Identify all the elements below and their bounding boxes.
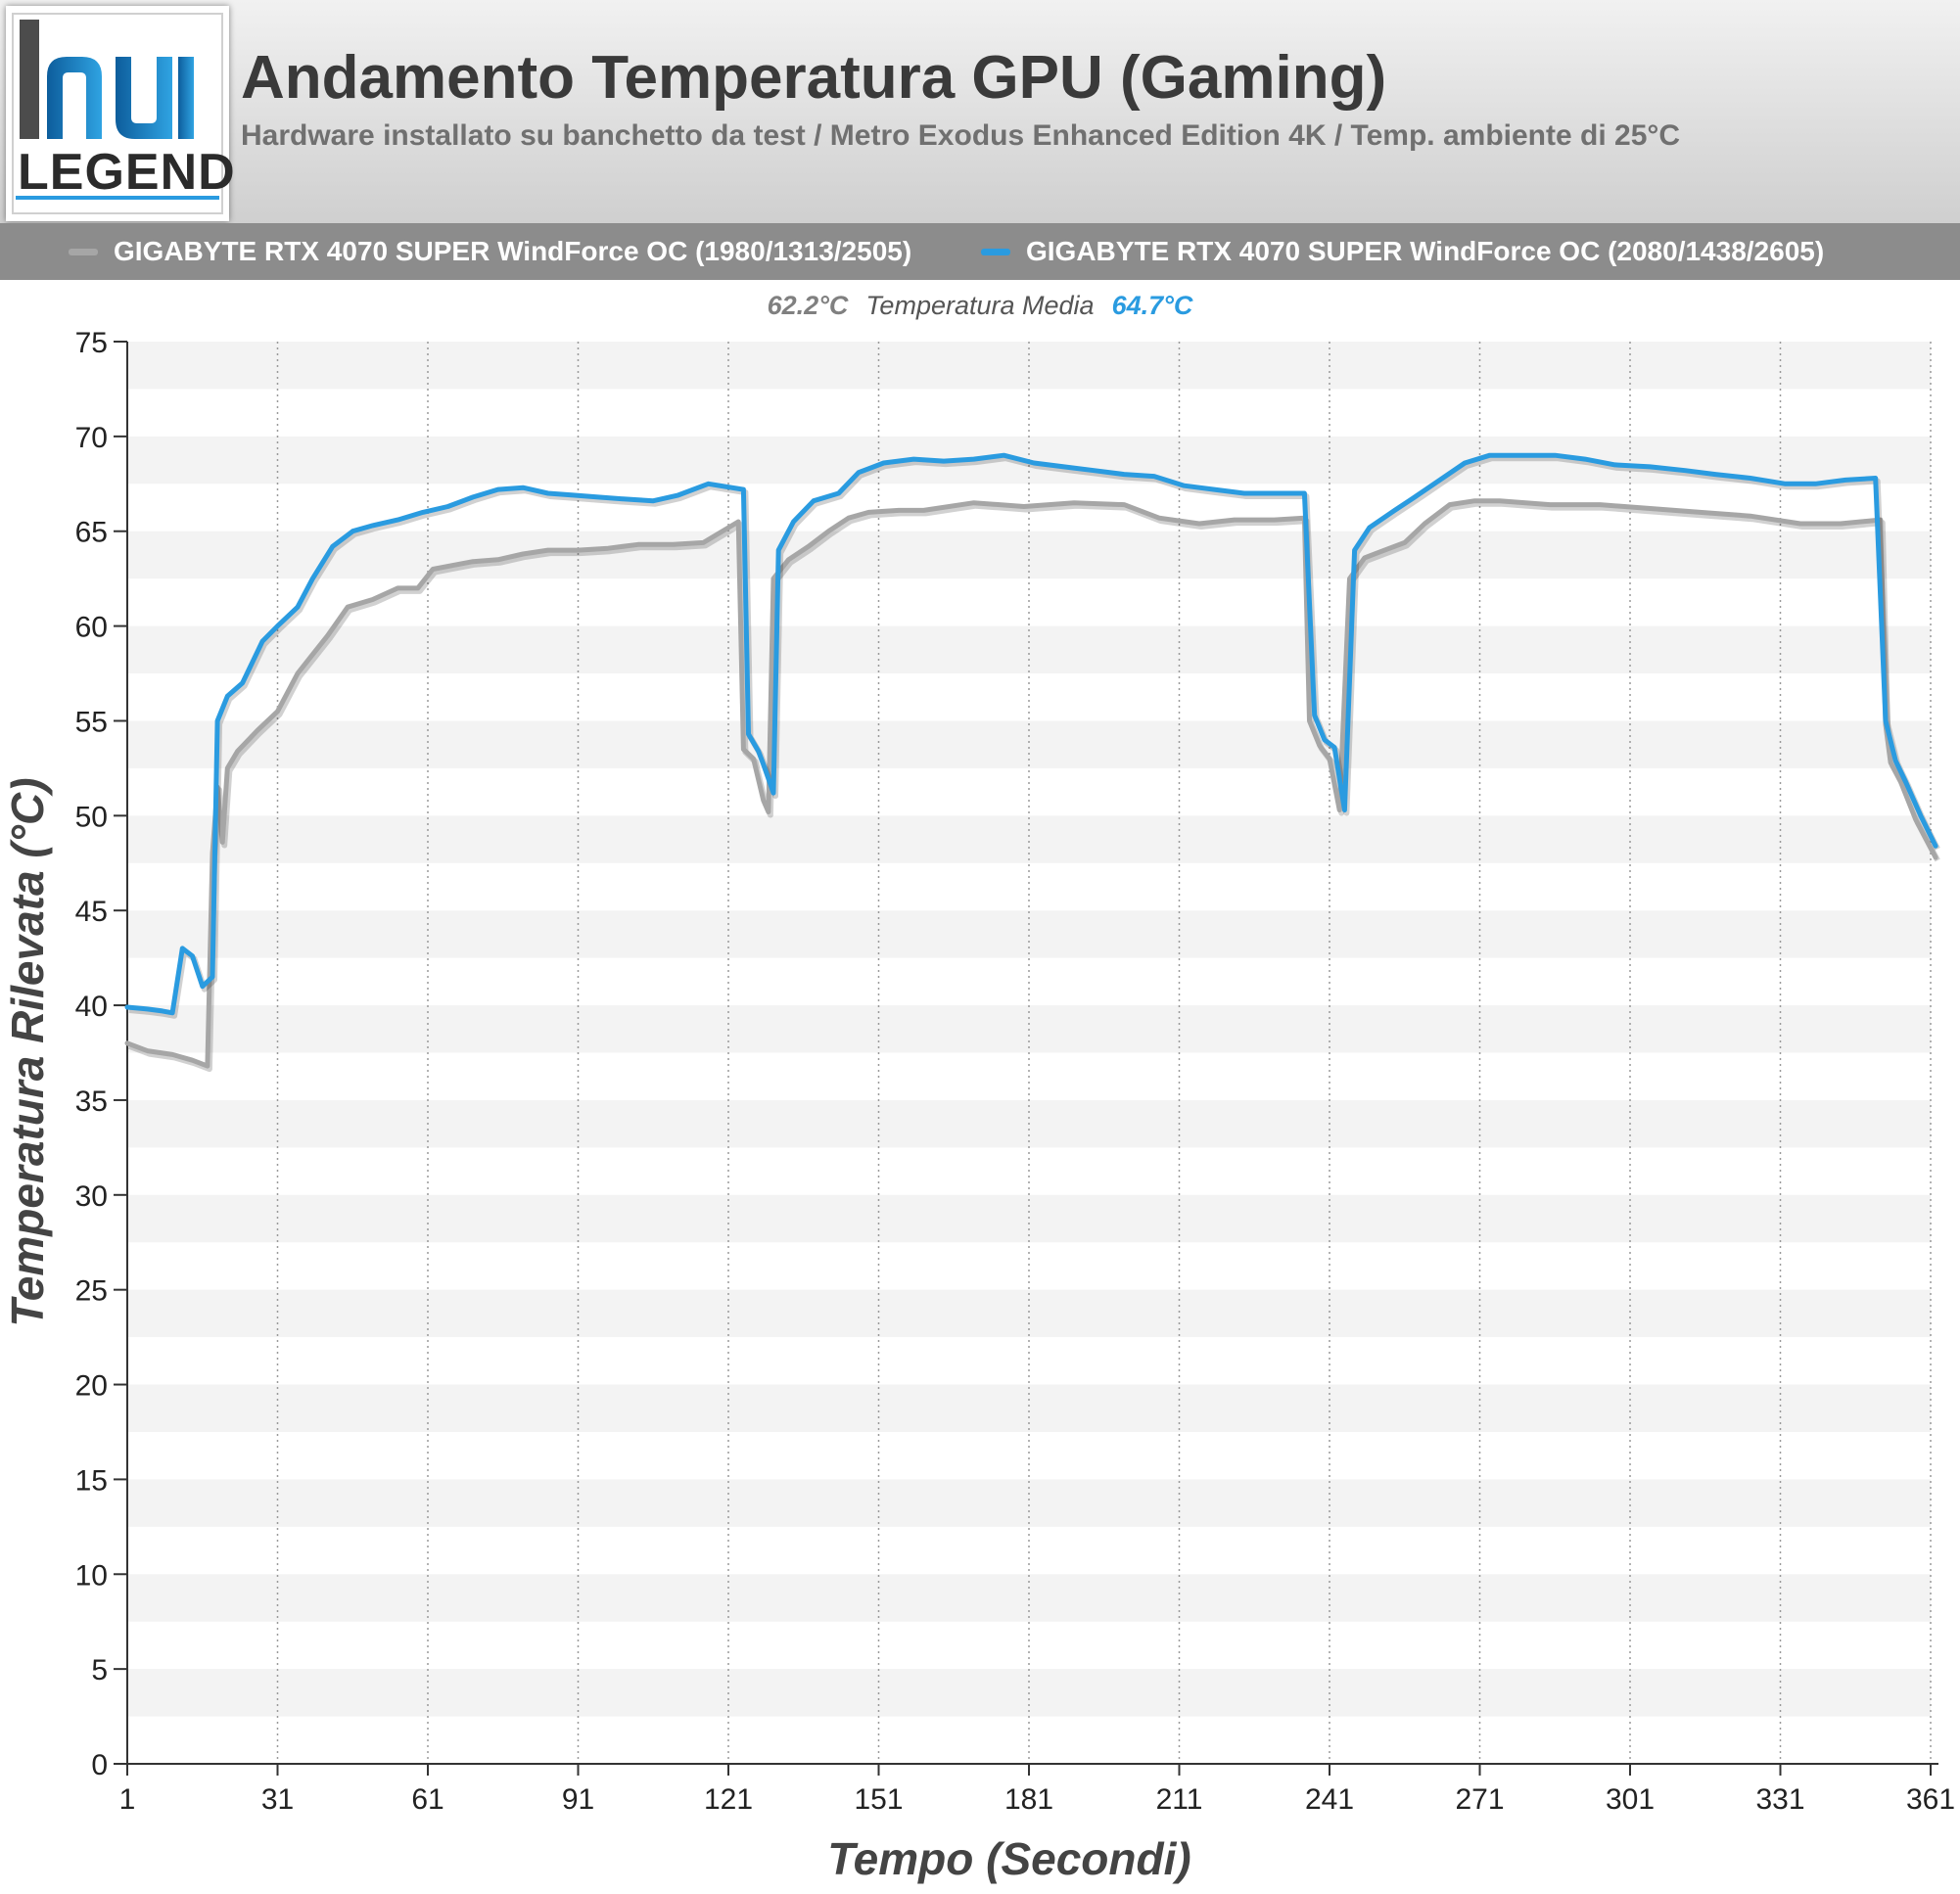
average-series-a: 62.2°C (767, 290, 849, 320)
series-line-shadow (127, 500, 1940, 1073)
average-label: Temperatura Media (865, 290, 1095, 320)
y-tick-label: 45 (75, 896, 108, 928)
x-tick-label: 241 (1305, 1783, 1354, 1816)
logo-text: LEGEND (18, 144, 236, 201)
average-series-b: 64.7°C (1111, 290, 1193, 320)
y-tick-label: 75 (75, 327, 108, 359)
x-tick-label: 361 (1906, 1783, 1955, 1816)
legend-label-series-a: GIGABYTE RTX 4070 SUPER WindForce OC (19… (114, 236, 912, 266)
logo-graphic (12, 13, 223, 214)
y-tick-label: 20 (75, 1370, 108, 1403)
y-tick-label: 60 (75, 612, 108, 644)
x-tick-label: 211 (1156, 1783, 1203, 1816)
grid-band (127, 1479, 1931, 1527)
series-line-shadow (128, 455, 1940, 1019)
x-tick-label: 1 (119, 1783, 136, 1816)
legend-swatch-blue (981, 248, 1010, 255)
y-tick-label: 10 (75, 1559, 108, 1592)
y-tick-label: 55 (75, 706, 108, 738)
chart-header: LEGEND Andamento Temperatura GPU (Gaming… (0, 0, 1960, 223)
y-tick-label: 5 (91, 1654, 108, 1686)
legend-label-series-b: GIGABYTE RTX 4070 SUPER WindForce OC (20… (1026, 236, 1825, 266)
legend-item-series-a[interactable]: GIGABYTE RTX 4070 SUPER WindForce OC (19… (69, 223, 911, 280)
legend-bar: GIGABYTE RTX 4070 SUPER WindForce OC (19… (0, 223, 1960, 280)
x-tick-label: 271 (1455, 1783, 1504, 1816)
legend-swatch-gray (69, 248, 98, 255)
hu-legend-logo: LEGEND (6, 6, 236, 221)
x-tick-label: 331 (1755, 1783, 1804, 1816)
legend-item-series-b[interactable]: GIGABYTE RTX 4070 SUPER WindForce OC (20… (981, 223, 1824, 280)
y-tick-label: 65 (75, 517, 108, 549)
x-tick-label: 151 (854, 1783, 903, 1816)
x-tick-label: 301 (1606, 1783, 1655, 1816)
y-tick-label: 40 (75, 991, 108, 1023)
series-line-gray (124, 498, 1938, 1069)
y-tick-label: 15 (75, 1464, 108, 1497)
y-tick-label: 25 (75, 1275, 108, 1308)
x-tick-label: 181 (1004, 1783, 1053, 1816)
x-axis-title: Tempo (Secondi) (827, 1833, 1190, 1884)
grid-band (127, 1384, 1931, 1432)
chart-title: Andamento Temperatura GPU (Gaming) (241, 44, 1387, 112)
x-tick-label: 61 (411, 1783, 443, 1816)
x-tick-label: 31 (261, 1783, 294, 1816)
y-tick-label: 70 (75, 422, 108, 454)
x-tick-label: 91 (562, 1783, 594, 1816)
grid-band (127, 720, 1931, 768)
series-line-blue (124, 452, 1938, 1016)
chart-subtitle: Hardware installato su banchetto da test… (241, 119, 1681, 152)
y-axis-title: Temperatura Rilevata (°C) (2, 777, 53, 1326)
y-tick-label: 50 (75, 801, 108, 833)
y-tick-label: 30 (75, 1180, 108, 1213)
x-tick-label: 121 (704, 1783, 753, 1816)
y-tick-label: 35 (75, 1086, 108, 1118)
grid-band (127, 815, 1931, 863)
average-temperature-row: 62.2°C Temperatura Media 64.7°C (0, 284, 1960, 327)
y-tick-label: 0 (91, 1749, 108, 1781)
